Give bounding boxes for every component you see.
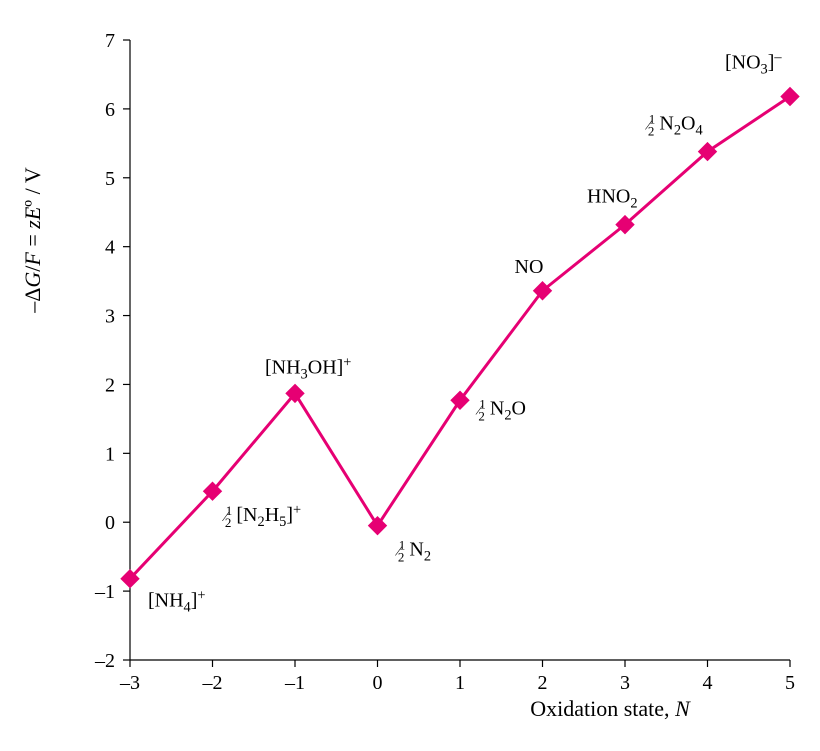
svg-text:4: 4	[105, 237, 115, 259]
svg-text:3: 3	[105, 306, 115, 328]
point-label: [NH4]+	[148, 588, 206, 616]
svg-text:2: 2	[538, 672, 548, 694]
chart-svg: –3–2–1012345–2–101234567Oxidation state,…	[0, 0, 820, 751]
point-label: HNO2	[587, 186, 638, 212]
svg-text:5: 5	[105, 168, 115, 190]
svg-text:–1: –1	[284, 672, 305, 694]
frost-diagram-chart: –3–2–1012345–2–101234567Oxidation state,…	[0, 0, 820, 751]
point-label: 1⁄2 N2	[395, 538, 432, 565]
svg-text:7: 7	[105, 30, 115, 52]
point-label: [NO3]–	[725, 49, 782, 77]
svg-text:Oxidation state, N: Oxidation state, N	[530, 696, 691, 721]
svg-text:–2: –2	[202, 672, 223, 694]
point-label: 1⁄2 [N2H5]+	[222, 502, 302, 530]
svg-text:4: 4	[703, 672, 713, 694]
svg-text:0: 0	[373, 672, 383, 694]
svg-text:–1: –1	[94, 581, 115, 603]
point-label: NO	[515, 256, 544, 278]
svg-text:1: 1	[105, 443, 115, 465]
svg-text:5: 5	[785, 672, 795, 694]
svg-text:1: 1	[455, 672, 465, 694]
svg-text:–ΔG/F = zEº / V: –ΔG/F = zEº / V	[20, 167, 45, 314]
svg-text:2: 2	[105, 374, 115, 396]
svg-text:–3: –3	[119, 672, 140, 694]
svg-text:0: 0	[105, 512, 115, 534]
svg-text:6: 6	[105, 99, 115, 121]
point-label: [NH3OH]+	[265, 354, 351, 382]
point-label: 1⁄2 N2O4	[645, 112, 703, 139]
svg-text:–2: –2	[94, 650, 115, 672]
point-label: 1⁄2 N2O	[475, 396, 526, 423]
svg-text:3: 3	[620, 672, 630, 694]
